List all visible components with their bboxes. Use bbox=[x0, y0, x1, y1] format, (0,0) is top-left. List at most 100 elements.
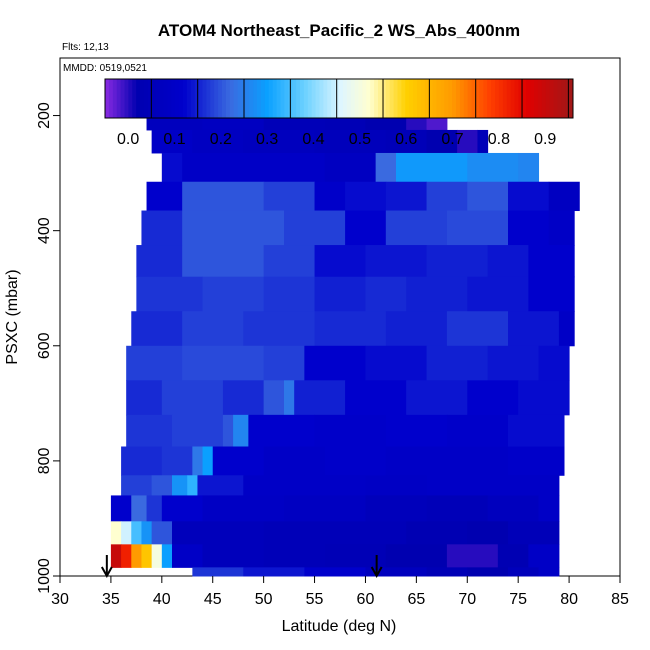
colorbar-swatch bbox=[140, 79, 145, 118]
colorbar-swatch bbox=[175, 79, 180, 118]
colorbar-swatch bbox=[467, 79, 473, 118]
heatmap-cell bbox=[248, 414, 316, 447]
colorbar-swatch bbox=[311, 79, 317, 118]
x-axis-title: Latitude (deg N) bbox=[282, 618, 397, 635]
colorbar-swatch bbox=[541, 79, 547, 118]
heatmap-cell bbox=[263, 544, 326, 568]
flight-markers bbox=[100, 555, 383, 579]
arrow-head bbox=[370, 566, 383, 579]
colorbar-swatch bbox=[108, 79, 114, 118]
colorbar-swatch bbox=[151, 79, 157, 118]
heatmap-cell bbox=[146, 495, 163, 522]
x-tick-label: 55 bbox=[306, 591, 324, 608]
colorbar-swatch bbox=[253, 79, 258, 118]
colorbar-swatch bbox=[233, 79, 239, 118]
y-tick-label: 800 bbox=[36, 447, 53, 474]
heatmap-cell bbox=[477, 129, 489, 154]
heatmap-cell bbox=[385, 210, 448, 246]
heatmap-cell bbox=[202, 544, 265, 568]
heatmap-cell bbox=[151, 521, 173, 545]
heatmap-cell bbox=[508, 414, 565, 447]
heatmap-cell bbox=[375, 152, 397, 183]
heatmap-cell bbox=[487, 345, 540, 381]
heatmap-cell bbox=[467, 181, 509, 212]
colorbar-swatch bbox=[432, 79, 437, 118]
heatmap-cell bbox=[131, 544, 142, 568]
heatmap-cell bbox=[151, 129, 193, 154]
heatmap-cell bbox=[487, 495, 540, 522]
colorbar-swatch bbox=[323, 79, 328, 118]
heatmap-cell bbox=[365, 345, 428, 381]
heatmap-cell bbox=[528, 245, 575, 278]
colorbar-swatch bbox=[331, 79, 336, 118]
colorbar-swatch bbox=[222, 79, 227, 118]
colorbar-tick-label: 0.5 bbox=[349, 131, 371, 148]
heatmap-cell bbox=[172, 475, 188, 496]
heatmap-cell bbox=[161, 446, 193, 476]
heatmap-cell bbox=[314, 181, 346, 212]
heatmap-cell bbox=[446, 210, 509, 246]
colorbar-swatch bbox=[171, 79, 176, 118]
heatmap-cell bbox=[131, 311, 183, 347]
heatmap-cell bbox=[467, 276, 529, 312]
y-tick-label: 200 bbox=[36, 102, 53, 129]
colorbar-swatch bbox=[147, 79, 153, 118]
heatmap-cell bbox=[182, 245, 265, 278]
colorbar-swatch bbox=[249, 79, 254, 118]
colorbar-swatch bbox=[350, 79, 356, 118]
colorbar-swatch bbox=[456, 79, 461, 118]
heatmap-cell bbox=[457, 129, 478, 154]
colorbar-swatch bbox=[183, 79, 188, 118]
heatmap-cell bbox=[187, 475, 198, 496]
colorbar-swatch bbox=[413, 79, 418, 118]
colorbar-swatch bbox=[502, 79, 508, 118]
heatmap-cell bbox=[314, 245, 366, 278]
colorbar-swatch bbox=[495, 79, 500, 118]
heatmap-cell bbox=[151, 544, 163, 568]
flights-label: Flts: 12,13 bbox=[62, 42, 109, 53]
x-tick-label: 70 bbox=[458, 591, 476, 608]
colorbar-tick-label: 0.0 bbox=[117, 131, 139, 148]
colorbar-swatch bbox=[202, 79, 207, 118]
heatmap-cell bbox=[548, 210, 575, 246]
heatmap-cell bbox=[131, 521, 142, 545]
colorbar-swatch bbox=[518, 79, 523, 118]
colorbar-swatch bbox=[358, 79, 363, 118]
colorbar-swatch bbox=[436, 79, 441, 118]
heatmap-cell bbox=[110, 521, 122, 545]
heatmap-cell bbox=[446, 446, 509, 476]
colorbar-tick-label: 0.8 bbox=[488, 131, 510, 148]
heatmap-cell bbox=[284, 152, 326, 183]
colorbar-swatch bbox=[569, 79, 574, 118]
x-tick-label: 40 bbox=[153, 591, 171, 608]
x-tick-label: 50 bbox=[255, 591, 273, 608]
heatmap-cell bbox=[324, 446, 387, 476]
colorbar-swatch bbox=[210, 79, 215, 118]
heatmap-cell bbox=[426, 475, 489, 496]
heatmap-cell bbox=[538, 567, 560, 577]
x-tick-label: 60 bbox=[357, 591, 375, 608]
heatmap-cell bbox=[528, 276, 575, 312]
heatmap-cell bbox=[110, 495, 132, 522]
colorbar-swatch bbox=[112, 79, 118, 118]
arrow-head bbox=[100, 566, 113, 579]
colorbar-swatch bbox=[487, 79, 492, 118]
colorbar-swatch bbox=[561, 79, 566, 118]
heatmap-cell bbox=[161, 380, 224, 416]
colorbar-swatch bbox=[479, 79, 484, 118]
colorbar-swatch bbox=[105, 79, 110, 118]
heatmap-cell bbox=[151, 475, 173, 496]
colorbar-swatch bbox=[179, 79, 184, 118]
colorbar-swatch bbox=[120, 79, 125, 118]
colorbar-swatch bbox=[362, 79, 367, 118]
heatmap-cell bbox=[136, 245, 183, 278]
colorbar-swatch bbox=[354, 79, 359, 118]
heatmap-cell bbox=[385, 181, 428, 212]
heatmap-cell bbox=[161, 544, 173, 568]
heatmap-cell bbox=[345, 210, 387, 246]
date-label: MMDD: 0519,0521 bbox=[63, 63, 147, 74]
colorbar-swatch bbox=[448, 79, 453, 118]
colorbar-swatch bbox=[276, 79, 281, 118]
heatmap-cell bbox=[406, 276, 468, 312]
colorbar-swatch bbox=[424, 79, 430, 118]
